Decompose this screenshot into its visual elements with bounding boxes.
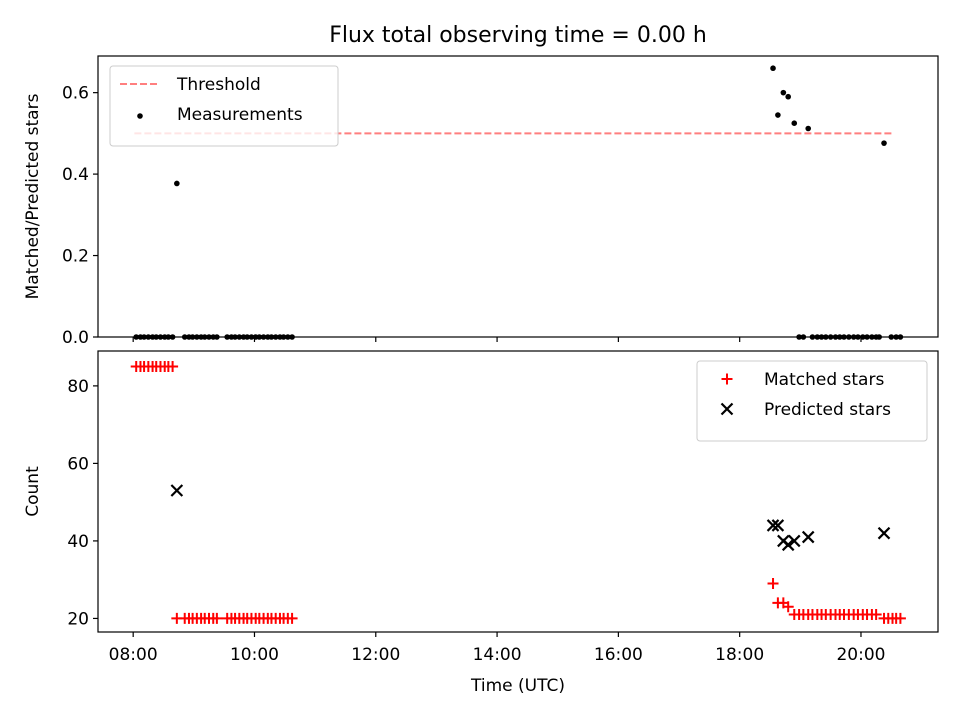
y-tick-label: 0.6 xyxy=(62,84,89,104)
legend: Matched stars Predicted stars xyxy=(696,360,928,442)
legend-label: Predicted stars xyxy=(764,400,891,420)
matched-star-point xyxy=(894,612,906,624)
x-tick-label: 18:00 xyxy=(715,645,764,665)
y-tick-label: 0.4 xyxy=(62,165,89,185)
legend-predicted-swatch xyxy=(720,402,734,416)
x-tick-label: 14:00 xyxy=(473,645,522,665)
matched-star-point xyxy=(767,578,779,590)
measurement-point xyxy=(881,140,887,146)
matched-star-point xyxy=(870,609,882,621)
measurement-point xyxy=(174,180,180,187)
x-tick-label: 20:00 xyxy=(836,645,885,665)
measurement-point xyxy=(770,65,776,72)
x-tick-label: 10:00 xyxy=(230,645,279,665)
measurement-point xyxy=(791,120,798,126)
legend-label: Threshold xyxy=(176,75,261,95)
x-tick-label: 16:00 xyxy=(594,645,643,665)
measurement-point xyxy=(780,89,787,96)
measurement-point xyxy=(805,125,812,132)
predicted-star-point xyxy=(771,519,785,532)
matched-star-point xyxy=(782,601,794,613)
axes-frame xyxy=(97,350,939,633)
chart-title: Flux total observing time = 0.00 h xyxy=(329,23,707,48)
x-tick-label: 12:00 xyxy=(351,645,400,665)
y-tick-label: 60 xyxy=(67,454,89,474)
predicted-star-point xyxy=(787,534,801,548)
y-axis-label: Matched/Predicted stars xyxy=(23,93,43,299)
axes-frame xyxy=(97,55,939,338)
predicted-star-point xyxy=(170,484,184,497)
predicted-star-point xyxy=(766,519,780,532)
matched-star-point xyxy=(286,612,298,624)
y-tick-label: 40 xyxy=(67,532,89,552)
matched-star-point xyxy=(167,361,179,373)
legend-matched-swatch xyxy=(721,373,733,385)
y-tick-label: 0.0 xyxy=(62,328,89,348)
matched-star-point xyxy=(211,612,223,624)
predicted-star-point xyxy=(781,538,795,552)
ratio-panel: 0.0 0.2 0.4 0.6 Matched/Predicted stars Thres… xyxy=(23,55,939,348)
legend-measurement-swatch xyxy=(137,113,143,119)
legend-label: Measurements xyxy=(177,105,303,125)
measurement-point xyxy=(785,93,791,100)
legend-label: Matched stars xyxy=(764,370,884,390)
y-tick-label: 0.2 xyxy=(62,247,89,267)
x-axis-label: Time (UTC) xyxy=(470,676,565,696)
legend-box xyxy=(696,360,928,442)
measurement-point xyxy=(775,112,781,118)
predicted-star-point xyxy=(877,526,891,540)
y-tick-label: 80 xyxy=(67,377,89,397)
y-axis-label: Count xyxy=(23,466,43,517)
legend: Threshold Measurements xyxy=(109,65,339,147)
predicted-star-point xyxy=(801,530,815,544)
x-tick-label: 08:00 xyxy=(109,645,158,665)
count-panel: 20 40 60 80 08:00 10:00 12:00 14:00 16:00 18:00 20… xyxy=(23,350,939,696)
y-tick-label: 20 xyxy=(67,609,89,629)
legend-box xyxy=(109,65,339,147)
